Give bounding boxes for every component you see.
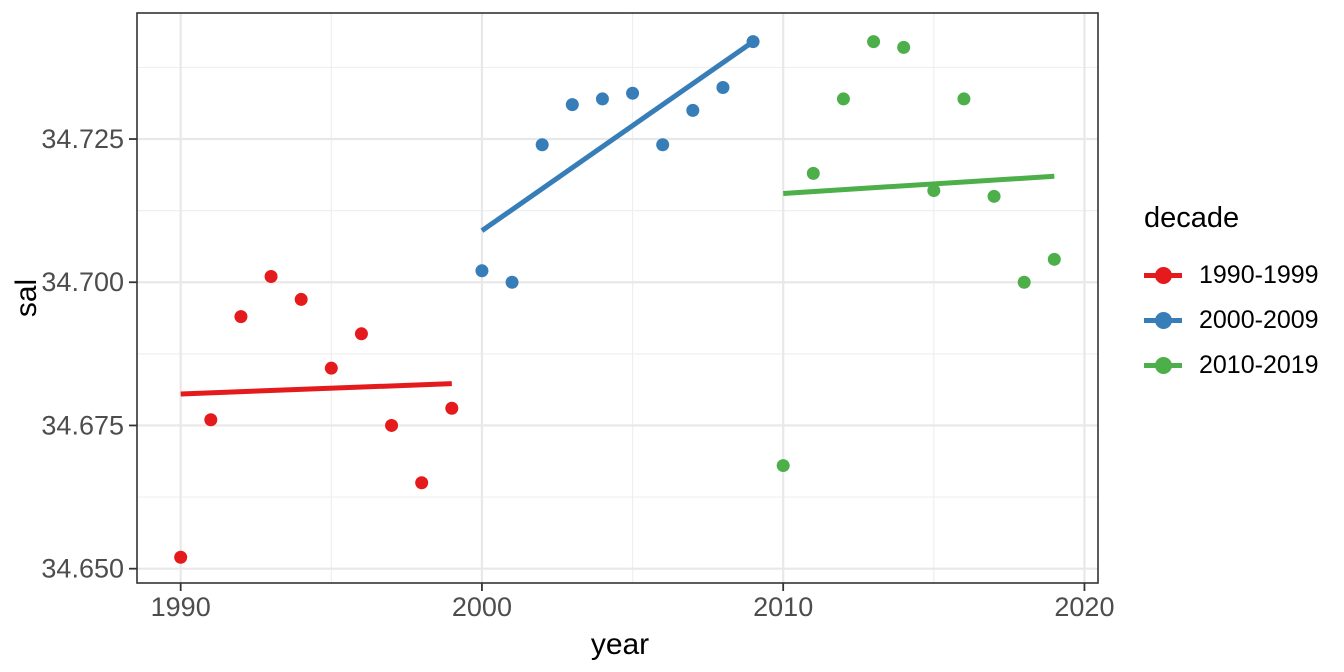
legend-key-line-dot-icon	[1144, 310, 1182, 332]
data-point	[535, 138, 549, 152]
data-point	[897, 40, 911, 54]
data-layer	[174, 35, 1061, 564]
data-point	[234, 310, 248, 324]
data-point	[716, 80, 730, 94]
panel-border	[136, 12, 1099, 584]
axis-layer: 1990 2000 2010 2020 34.650 34.675 34.700 34.725	[41, 124, 1114, 622]
data-point	[204, 413, 218, 427]
legend-key-line-dot-icon	[1144, 355, 1182, 377]
y-tick-label: 34.700	[41, 267, 124, 297]
x-tick-label: 1990	[151, 592, 211, 622]
trend-line	[480, 39, 755, 233]
y-tick-label: 34.675	[41, 410, 124, 440]
data-point	[656, 138, 670, 152]
data-point	[1047, 252, 1061, 266]
data-point	[264, 270, 278, 284]
data-point	[626, 86, 640, 100]
legend: decade 1990-1999 2000-2009 2010-2019	[1144, 202, 1319, 388]
data-point	[324, 361, 338, 375]
data-point	[1017, 275, 1031, 289]
data-point	[987, 189, 1001, 203]
data-point	[475, 264, 489, 278]
data-point	[806, 166, 820, 180]
legend-title: decade	[1144, 202, 1240, 234]
x-tick-label: 2010	[753, 592, 813, 622]
data-point	[174, 550, 188, 564]
data-point	[415, 476, 429, 490]
legend-key-line-dot-icon	[1144, 265, 1182, 287]
x-axis-title: year	[591, 628, 649, 661]
data-point	[445, 401, 459, 415]
data-point	[385, 418, 399, 432]
data-point	[294, 292, 308, 306]
y-tick-label: 34.650	[41, 554, 124, 584]
data-point	[354, 327, 368, 341]
legend-item-label: 2000-2009	[1199, 306, 1319, 334]
data-point	[505, 275, 519, 289]
data-point	[776, 459, 790, 473]
panel-gridlines	[137, 13, 1098, 583]
x-tick-label: 2020	[1054, 592, 1114, 622]
legend-item-label: 2010-2019	[1199, 351, 1319, 379]
data-point	[686, 103, 700, 117]
legend-item: 2000-2009	[1144, 298, 1319, 343]
legend-item: 1990-1999	[1144, 253, 1319, 298]
y-axis-title: sal	[10, 279, 43, 317]
y-tick-label: 34.725	[41, 124, 124, 154]
data-point	[927, 184, 941, 198]
x-tick-label: 2000	[452, 592, 512, 622]
data-point	[836, 92, 850, 106]
legend-items: 1990-1999 2000-2009 2010-2019	[1144, 253, 1319, 388]
data-point	[867, 35, 881, 49]
trend-line	[783, 173, 1055, 196]
trend-line	[180, 381, 452, 397]
data-point	[595, 92, 609, 106]
data-point	[565, 98, 579, 112]
legend-item: 2010-2019	[1144, 343, 1319, 388]
legend-item-label: 1990-1999	[1199, 261, 1319, 289]
data-point	[957, 92, 971, 106]
